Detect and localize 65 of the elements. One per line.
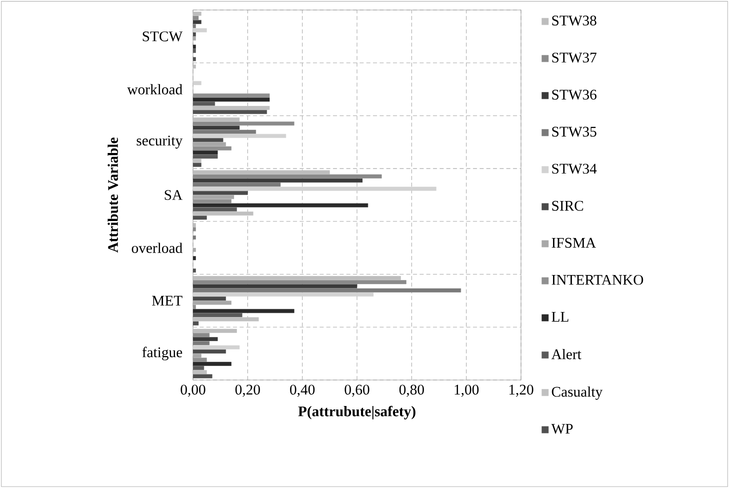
legend-label: WP bbox=[551, 424, 573, 434]
bar bbox=[193, 296, 226, 301]
bar bbox=[193, 199, 232, 204]
bar bbox=[193, 341, 210, 346]
y-tick-label: fatigue bbox=[142, 346, 182, 360]
bar bbox=[193, 374, 212, 378]
y-tick-label: MET bbox=[152, 296, 182, 306]
x-tick-label: 0,60 bbox=[344, 384, 370, 397]
bar bbox=[193, 16, 199, 20]
y-tick-label: overload bbox=[132, 242, 182, 254]
bar bbox=[193, 162, 202, 167]
bar bbox=[193, 321, 199, 326]
bar bbox=[193, 146, 232, 150]
bar bbox=[193, 110, 267, 114]
bar bbox=[193, 212, 254, 216]
bar bbox=[193, 106, 270, 110]
x-axis-title: P(attrubute|safety) bbox=[298, 406, 416, 420]
bar bbox=[193, 317, 259, 322]
bar bbox=[193, 328, 237, 333]
y-tick-label: security bbox=[136, 136, 183, 149]
x-tick-label: 0,80 bbox=[399, 384, 424, 397]
legend-label: STW38 bbox=[552, 16, 596, 26]
bar bbox=[193, 64, 196, 69]
x-tick-label: 0,20 bbox=[235, 384, 260, 397]
legend-label: STW36 bbox=[552, 90, 596, 100]
bar bbox=[193, 236, 196, 240]
bar bbox=[193, 57, 196, 62]
x-tick-label: 0,00 bbox=[180, 384, 206, 397]
bar bbox=[193, 332, 210, 337]
bar bbox=[193, 304, 196, 309]
legend-label: Casualty bbox=[552, 386, 603, 400]
bar bbox=[193, 122, 294, 126]
bar bbox=[193, 280, 406, 284]
y-tick-label: SA bbox=[164, 190, 182, 200]
bar bbox=[193, 216, 207, 220]
bar bbox=[193, 190, 248, 195]
legend-label: STW34 bbox=[552, 164, 597, 174]
x-tick-label: 1,00 bbox=[454, 384, 479, 397]
bar bbox=[193, 130, 256, 134]
legend-label: Alert bbox=[551, 348, 582, 360]
y-tick-label: workload bbox=[127, 84, 182, 94]
y-tick-label: STCW bbox=[142, 31, 183, 42]
bar bbox=[193, 358, 207, 362]
bar bbox=[193, 174, 382, 178]
bar bbox=[193, 170, 330, 174]
legend-label: LL bbox=[552, 312, 568, 322]
bar bbox=[193, 349, 226, 354]
legend-label: SIRC bbox=[552, 200, 584, 211]
bar bbox=[193, 276, 401, 280]
bar bbox=[193, 288, 461, 292]
bar bbox=[193, 370, 207, 374]
bar bbox=[193, 12, 202, 16]
x-tick-label: 1,20 bbox=[509, 384, 534, 397]
legend-label: STW35 bbox=[552, 126, 596, 137]
bar bbox=[193, 182, 281, 187]
bar bbox=[193, 117, 240, 122]
bar bbox=[193, 138, 224, 142]
legend-label: STW37 bbox=[552, 52, 596, 63]
bar bbox=[193, 158, 202, 163]
bar bbox=[193, 227, 196, 232]
bar bbox=[193, 93, 270, 98]
y-axis-title: Attribute Variable bbox=[108, 138, 118, 253]
legend-label: INTERTANKO bbox=[552, 274, 644, 285]
legend-label: IFSMA bbox=[552, 238, 596, 248]
x-tick-label: 0,40 bbox=[290, 384, 315, 397]
